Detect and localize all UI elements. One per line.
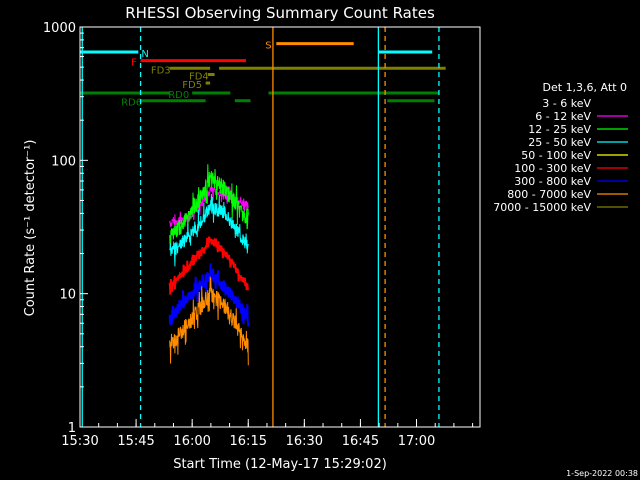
legend-entry-label: 12 - 25 keV [528,123,591,136]
legend-entry-label: 50 - 100 keV [521,149,591,162]
legend-entry-label: 100 - 300 keV [514,162,591,175]
legend-header: Det 1,3,6, Att 0 [543,81,627,94]
series-line [169,194,249,267]
series-line [169,164,249,246]
legend-entry-label: 6 - 12 keV [535,110,591,123]
y-tick-label: 10 [59,288,76,303]
x-tick-label: 16:45 [342,434,379,449]
y-tick-label: 1 [68,421,76,436]
y-axis-label: Count Rate (s⁻¹ detector⁻¹) [23,140,38,317]
series-line [169,276,249,366]
legend-entry-label: 7000 - 15000 keV [493,201,591,214]
series-line [168,263,250,327]
vertical-markers-layer [81,27,440,427]
flag-label: N [141,49,148,60]
series-line [168,236,250,295]
x-tick-label: 16:15 [230,434,267,449]
x-tick-label: 16:30 [286,434,323,449]
y-tick-label: 100 [51,154,76,169]
x-tick-label: 16:00 [173,434,210,449]
timestamp: 1-Sep-2022 00:38 [566,469,638,478]
legend-entry-label: 25 - 50 keV [528,136,591,149]
y-tick-label: 1000 [43,21,76,36]
plot-frame [79,26,481,428]
flag-label: S [265,41,271,52]
x-axis-label: Start Time (12-May-17 15:29:02) [173,457,387,472]
flag-label: RD0 [168,90,189,101]
chart-title: RHESSI Observing Summary Count Rates [125,4,435,22]
series-layer [168,104,250,366]
x-tick-label: 15:45 [117,434,154,449]
axes-layer: 15:30 15:45 16:00 16:15 16:30 16:45 17:00 1 10 10… [43,21,474,449]
flag-label: RD6 [121,98,142,109]
x-tick-label: 17:00 [398,434,435,449]
flag-label: FD5 [182,80,202,91]
flag-label: F [131,58,137,69]
flag-label: FD4 [189,72,209,83]
x-tick-label: 15:30 [61,434,98,449]
legend-entry-label: 300 - 800 keV [514,175,591,188]
series-line [169,104,249,161]
flag-label: FD3 [151,65,171,76]
legend-entry-label: 800 - 7000 keV [507,188,591,201]
legend-entry-label: 3 - 6 keV [542,97,591,110]
